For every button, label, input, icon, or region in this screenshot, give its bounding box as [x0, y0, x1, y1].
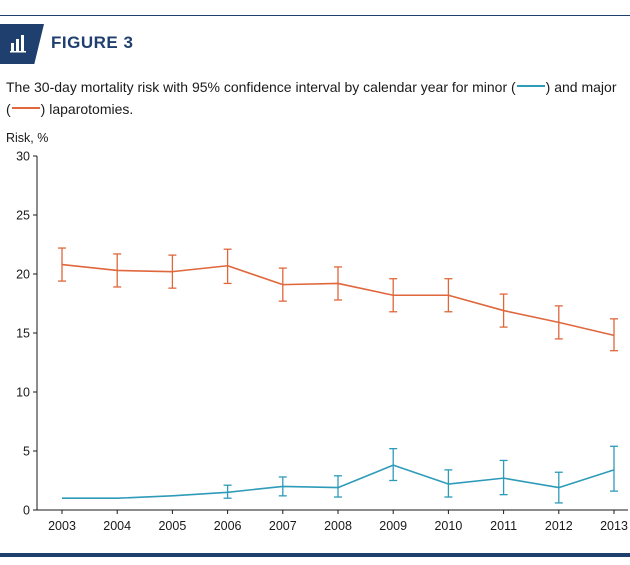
x-tick-label: 2007	[269, 519, 297, 533]
minor-error-bar	[334, 475, 342, 498]
major-error-bar	[278, 267, 287, 302]
minor-error-bar	[499, 459, 508, 496]
y-tick-label: 15	[16, 327, 30, 341]
figure-header: FIGURE 3	[0, 24, 630, 64]
x-tick-label: 2004	[103, 519, 131, 533]
caption-text-2: ) and major (	[6, 79, 617, 117]
minor-error-bar	[554, 471, 563, 504]
y-tick-label: 20	[16, 268, 30, 282]
major-error-bar	[554, 305, 563, 340]
minor-line-swatch	[516, 85, 545, 88]
major-error-bar	[389, 278, 398, 313]
x-tick-label: 2009	[379, 519, 407, 533]
y-axis-label: Risk, %	[6, 131, 48, 145]
x-tick-label: 2011	[490, 519, 517, 533]
figure-caption: The 30-day mortality risk with 95% confi…	[6, 76, 618, 120]
major-error-bar	[334, 266, 342, 301]
major-error-bar	[499, 293, 508, 328]
caption-text-3: ) laparotomies.	[40, 101, 134, 117]
figure-title: FIGURE 3	[51, 33, 134, 52]
major-error-bar	[113, 253, 122, 288]
minor-error-bar	[444, 469, 453, 498]
major-error-bar	[58, 247, 66, 282]
minor-error-bar	[610, 445, 618, 492]
figure-badge	[0, 24, 44, 64]
y-tick-label: 25	[16, 209, 30, 223]
major-error-bar	[223, 248, 232, 285]
x-tick-label: 2012	[545, 519, 573, 533]
bottom-rule	[0, 553, 630, 557]
x-tick-label: 2005	[158, 519, 186, 533]
x-tick-label: 2003	[48, 519, 76, 533]
y-tick-label: 30	[16, 150, 30, 164]
minor-error-bar	[278, 476, 287, 497]
major-error-bar	[610, 318, 618, 352]
x-tick-label: 2010	[434, 519, 462, 533]
caption-text-1: The 30-day mortality risk with 95% confi…	[6, 79, 516, 95]
y-tick-label: 0	[23, 504, 30, 518]
minor-error-bar	[223, 484, 232, 499]
top-rule	[0, 15, 630, 16]
major-error-bar	[168, 254, 177, 289]
major-error-bar	[444, 278, 453, 313]
y-tick-label: 5	[23, 445, 30, 459]
x-tick-label: 2008	[324, 519, 352, 533]
x-tick-label: 2006	[214, 519, 242, 533]
minor-error-bar	[389, 447, 398, 482]
minor-series	[62, 445, 618, 504]
x-tick-label: 2013	[600, 519, 628, 533]
major-line-swatch	[11, 107, 40, 110]
bar-chart-icon	[10, 35, 26, 53]
axes: 0 5 10 15 20 25 30 2003 2004 2005 2006 2007 2008 2009…	[16, 150, 628, 533]
major-series	[58, 247, 618, 352]
mortality-line-chart: Risk, % 0 5 10 15 20 25 30 2003 2004 2005 2006 2007…	[6, 131, 628, 533]
series-layer	[58, 247, 618, 504]
y-tick-label: 10	[16, 386, 30, 400]
